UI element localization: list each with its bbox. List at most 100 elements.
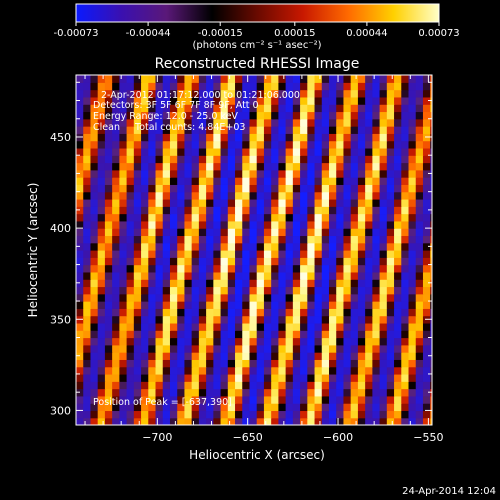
heatmap-cell xyxy=(235,213,243,222)
heatmap-cell xyxy=(126,89,135,98)
heatmap-cell xyxy=(184,293,193,302)
heatmap-cell xyxy=(285,337,294,346)
heatmap-cell xyxy=(90,373,99,382)
heatmap-cell xyxy=(104,235,113,244)
heatmap-cell xyxy=(177,206,186,215)
heatmap-cell xyxy=(256,177,265,185)
heatmap-cell xyxy=(394,96,402,105)
heatmap-cell xyxy=(379,162,388,171)
heatmap-cell xyxy=(285,147,294,156)
heatmap-cell xyxy=(141,213,149,222)
heatmap-cell xyxy=(235,286,243,295)
heatmap-cell xyxy=(300,96,308,105)
heatmap-cell xyxy=(278,213,287,222)
heatmap-cell xyxy=(350,381,359,390)
heatmap-cell xyxy=(141,206,149,215)
heatmap-cell xyxy=(126,271,135,280)
heatmap-cell xyxy=(227,140,236,149)
heatmap-cell xyxy=(379,96,388,105)
heatmap-cell xyxy=(227,352,236,360)
heatmap-cell xyxy=(292,111,301,120)
heatmap-cell xyxy=(177,162,186,171)
heatmap-cell xyxy=(213,213,222,222)
heatmap-cell xyxy=(126,206,135,215)
heatmap-cell xyxy=(350,126,359,134)
heatmap-cell xyxy=(191,381,200,390)
heatmap-cell xyxy=(177,417,186,425)
heatmap-cell xyxy=(90,315,99,324)
heatmap-cell xyxy=(379,228,388,237)
heatmap-cell xyxy=(198,206,207,215)
heatmap-cell xyxy=(328,75,337,83)
heatmap-cell xyxy=(430,271,432,280)
heatmap-cell xyxy=(256,373,265,382)
heatmap-cell xyxy=(126,177,135,185)
heatmap-cell xyxy=(112,322,120,331)
heatmap-cell xyxy=(184,235,193,244)
heatmap-cell xyxy=(83,198,92,207)
heatmap-cell xyxy=(408,228,417,237)
heatmap-cell xyxy=(292,104,301,113)
heatmap-cell xyxy=(249,403,258,412)
heatmap-cell xyxy=(112,184,120,193)
heatmap-cell xyxy=(408,322,417,331)
heatmap-cell xyxy=(365,75,373,83)
heatmap-cell xyxy=(213,330,222,339)
heatmap-cell xyxy=(307,301,316,309)
heatmap-cell xyxy=(394,403,402,412)
heatmap-cell xyxy=(141,381,149,390)
heatmap-cell xyxy=(328,198,337,207)
heatmap-cell xyxy=(292,184,301,193)
heatmap-cell xyxy=(379,169,388,178)
heatmap-cell xyxy=(278,184,287,193)
heatmap-cell xyxy=(169,89,178,98)
heatmap-cell xyxy=(343,410,352,419)
heatmap-cell xyxy=(126,82,135,91)
heatmap-cell xyxy=(227,257,236,266)
heatmap-cell xyxy=(321,286,330,295)
heatmap-cell xyxy=(112,191,120,200)
heatmap-cell xyxy=(169,264,178,273)
heatmap-cell xyxy=(408,140,417,149)
heatmap-cell xyxy=(394,308,402,317)
heatmap-cell xyxy=(97,315,106,324)
heatmap-cell xyxy=(278,198,287,207)
heatmap-cell xyxy=(155,155,164,164)
heatmap-cell xyxy=(292,250,301,258)
heatmap-cell xyxy=(307,220,316,229)
heatmap-cell xyxy=(401,417,410,425)
heatmap-cell xyxy=(184,337,193,346)
heatmap-cell xyxy=(415,257,424,266)
heatmap-cell xyxy=(213,177,222,185)
heatmap-cell xyxy=(256,264,265,273)
heatmap-cell xyxy=(191,286,200,295)
heatmap-cell xyxy=(227,177,236,185)
heatmap-cell xyxy=(263,359,272,368)
heatmap-cell xyxy=(285,417,294,425)
heatmap-cell xyxy=(300,417,308,425)
heatmap-cell xyxy=(285,184,294,193)
heatmap-cell xyxy=(191,104,200,113)
heatmap-cell xyxy=(292,315,301,324)
heatmap-cell xyxy=(271,337,279,346)
heatmap-cell xyxy=(430,344,432,353)
heatmap-cell xyxy=(97,250,106,258)
heatmap-cell xyxy=(83,315,92,324)
heatmap-cell xyxy=(263,162,272,171)
heatmap-cell xyxy=(177,213,186,222)
heatmap-cell xyxy=(271,220,279,229)
heatmap-cell xyxy=(300,373,308,382)
heatmap-cell xyxy=(422,271,431,280)
heatmap-cell xyxy=(249,140,258,149)
heatmap-cell xyxy=(119,279,128,288)
heatmap-cell xyxy=(133,381,142,390)
heatmap-cell xyxy=(191,96,200,105)
heatmap-cell xyxy=(401,220,410,229)
heatmap-cell xyxy=(328,337,337,346)
heatmap-cell xyxy=(148,235,157,244)
heatmap-cell xyxy=(206,271,214,280)
heatmap-cell xyxy=(242,242,251,251)
heatmap-cell xyxy=(285,257,294,266)
heatmap-cell xyxy=(415,301,424,309)
heatmap-cell xyxy=(350,184,359,193)
